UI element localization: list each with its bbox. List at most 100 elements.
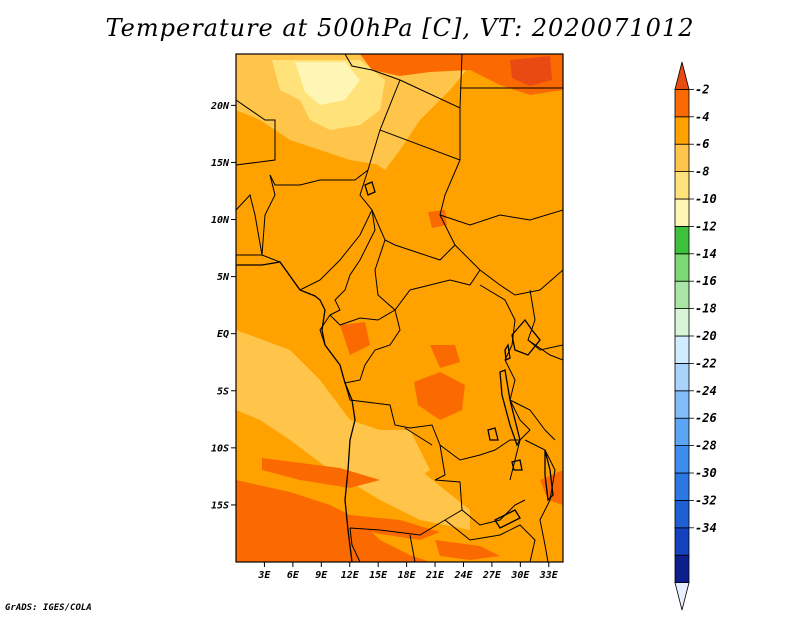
x-tick-label: 33E bbox=[539, 570, 559, 581]
lake-victoria bbox=[511, 318, 541, 356]
colorbar-label: -34 bbox=[695, 521, 717, 535]
colorbar-legend: -2 -4 -6 -8 -10 -12 -14 -16 -18 -20 -22 -24 -26 -28 -3… bbox=[674, 61, 717, 611]
colorbar-swatch bbox=[674, 582, 690, 611]
field-hot-core-northeast bbox=[510, 56, 552, 86]
colorbar-label: -32 bbox=[695, 493, 717, 507]
border-south-sudan-uganda bbox=[454, 244, 563, 296]
y-tick-label: 5N bbox=[217, 272, 230, 283]
border-sudan-south-sudan bbox=[439, 209, 563, 226]
x-tick-label: 24E bbox=[453, 570, 473, 581]
colorbar-swatch bbox=[674, 445, 690, 474]
colorbar-label: -22 bbox=[695, 356, 717, 370]
colorbar-label: -18 bbox=[695, 302, 717, 316]
colorbar-swatch bbox=[674, 554, 690, 584]
colorbar-swatch bbox=[674, 143, 690, 172]
border-botswana-zimbabwe bbox=[444, 519, 536, 562]
y-axis: 20N 15N 10N 5N EQ 5S 10S 15S bbox=[210, 101, 236, 511]
border-car bbox=[371, 209, 481, 311]
lake-kariba bbox=[494, 509, 521, 529]
x-tick-label: 21E bbox=[425, 570, 445, 581]
lake-mweru bbox=[487, 427, 499, 441]
colorbar-label: -6 bbox=[695, 137, 709, 151]
chart-title: Temperature at 500hPa [C], VT: 202007101… bbox=[105, 14, 695, 42]
x-tick-label: 6E bbox=[287, 570, 300, 581]
y-tick-label: 15N bbox=[211, 158, 230, 169]
field-warm-patch-gabon bbox=[340, 322, 370, 355]
field-warm-band-south bbox=[262, 458, 380, 488]
colorbar-swatch bbox=[674, 116, 690, 145]
border-benin-togo bbox=[236, 193, 263, 256]
colorbar-label: -28 bbox=[695, 439, 717, 453]
border-nigeria bbox=[261, 169, 373, 291]
lake-kivu bbox=[504, 343, 511, 362]
border-mali-niger bbox=[236, 99, 276, 166]
colorbar-swatch bbox=[674, 527, 690, 556]
coastline bbox=[236, 181, 554, 562]
colorbar-swatch bbox=[674, 61, 690, 90]
border-angola-drc bbox=[344, 382, 446, 481]
colorbar-label: -10 bbox=[695, 192, 717, 206]
x-tick-label: 27E bbox=[482, 570, 502, 581]
y-tick-label: 15S bbox=[211, 500, 229, 511]
colorbar-swatch bbox=[674, 89, 690, 118]
field-warm-patch-mozambique bbox=[435, 540, 500, 560]
border-libya-egypt bbox=[371, 54, 463, 109]
x-tick-label: 30E bbox=[510, 570, 530, 581]
colorbar-label: -30 bbox=[695, 466, 717, 480]
colorbar-swatch bbox=[674, 335, 690, 364]
border-drc-east bbox=[479, 284, 531, 441]
x-tick-label: 12E bbox=[341, 570, 360, 581]
y-tick-label: 10N bbox=[211, 215, 230, 226]
field-warm-southwest bbox=[236, 480, 430, 562]
field-warm-patch-congo bbox=[414, 372, 465, 420]
x-tick-label: 9E bbox=[315, 570, 328, 581]
border-zambia-drc bbox=[439, 439, 521, 481]
field-warm-patch-car bbox=[428, 210, 447, 228]
colorbar-swatch bbox=[674, 472, 690, 501]
field-light-patch-south bbox=[360, 430, 430, 490]
border-congo-drc bbox=[329, 309, 401, 384]
colorbar-swatch bbox=[674, 499, 690, 529]
field-warm-patch-center bbox=[430, 345, 460, 368]
colorbar-swatch bbox=[674, 417, 690, 447]
lake-malawi bbox=[544, 449, 554, 502]
colorbar-label: -12 bbox=[695, 219, 717, 233]
grads-credit: GrADS: IGES/COLA bbox=[5, 603, 92, 613]
colorbar-label: -24 bbox=[695, 384, 717, 398]
x-axis: 3E 6E 9E 12E 15E 18E 21E 24E 27E 30E 33E bbox=[257, 562, 559, 581]
colorbar-label: -20 bbox=[695, 329, 717, 343]
lake-tanganyika bbox=[499, 369, 521, 447]
colorbar-swatch bbox=[674, 280, 690, 310]
map-frame bbox=[235, 53, 564, 563]
y-tick-label: 5S bbox=[217, 386, 229, 397]
colorbar-swatch bbox=[674, 198, 690, 227]
field-palest-north bbox=[295, 62, 360, 105]
colorbar-label: -16 bbox=[695, 274, 717, 288]
country-borders bbox=[236, 54, 563, 562]
colorbar-swatch bbox=[674, 225, 690, 255]
colorbar-swatch bbox=[674, 253, 690, 282]
colorbar-label: -14 bbox=[695, 247, 717, 261]
colorbar-swatch bbox=[674, 171, 690, 200]
colorbar-swatch bbox=[674, 308, 690, 337]
lake-chad bbox=[364, 181, 376, 196]
x-tick-label: 3E bbox=[257, 570, 271, 581]
field-warm-band-zambia bbox=[350, 515, 440, 540]
y-tick-label: EQ bbox=[217, 329, 229, 340]
border-cameroon bbox=[329, 209, 376, 316]
border-algeria-libya bbox=[344, 54, 373, 71]
y-tick-label: 20N bbox=[210, 101, 230, 112]
colorbar-label: -26 bbox=[695, 411, 717, 425]
colorbar-swatch bbox=[674, 362, 690, 392]
temperature-field bbox=[236, 54, 563, 562]
colorbar-label: -2 bbox=[695, 82, 709, 96]
x-tick-label: 15E bbox=[369, 570, 388, 581]
coastline-west-africa bbox=[236, 261, 356, 562]
colorbar-label: -8 bbox=[695, 165, 709, 179]
colorbar-swatch bbox=[674, 390, 690, 419]
x-tick-label: 18E bbox=[398, 570, 417, 581]
lake-bangweulu bbox=[511, 459, 523, 471]
colorbar-label: -4 bbox=[695, 110, 709, 124]
border-zambia-south bbox=[461, 499, 526, 526]
